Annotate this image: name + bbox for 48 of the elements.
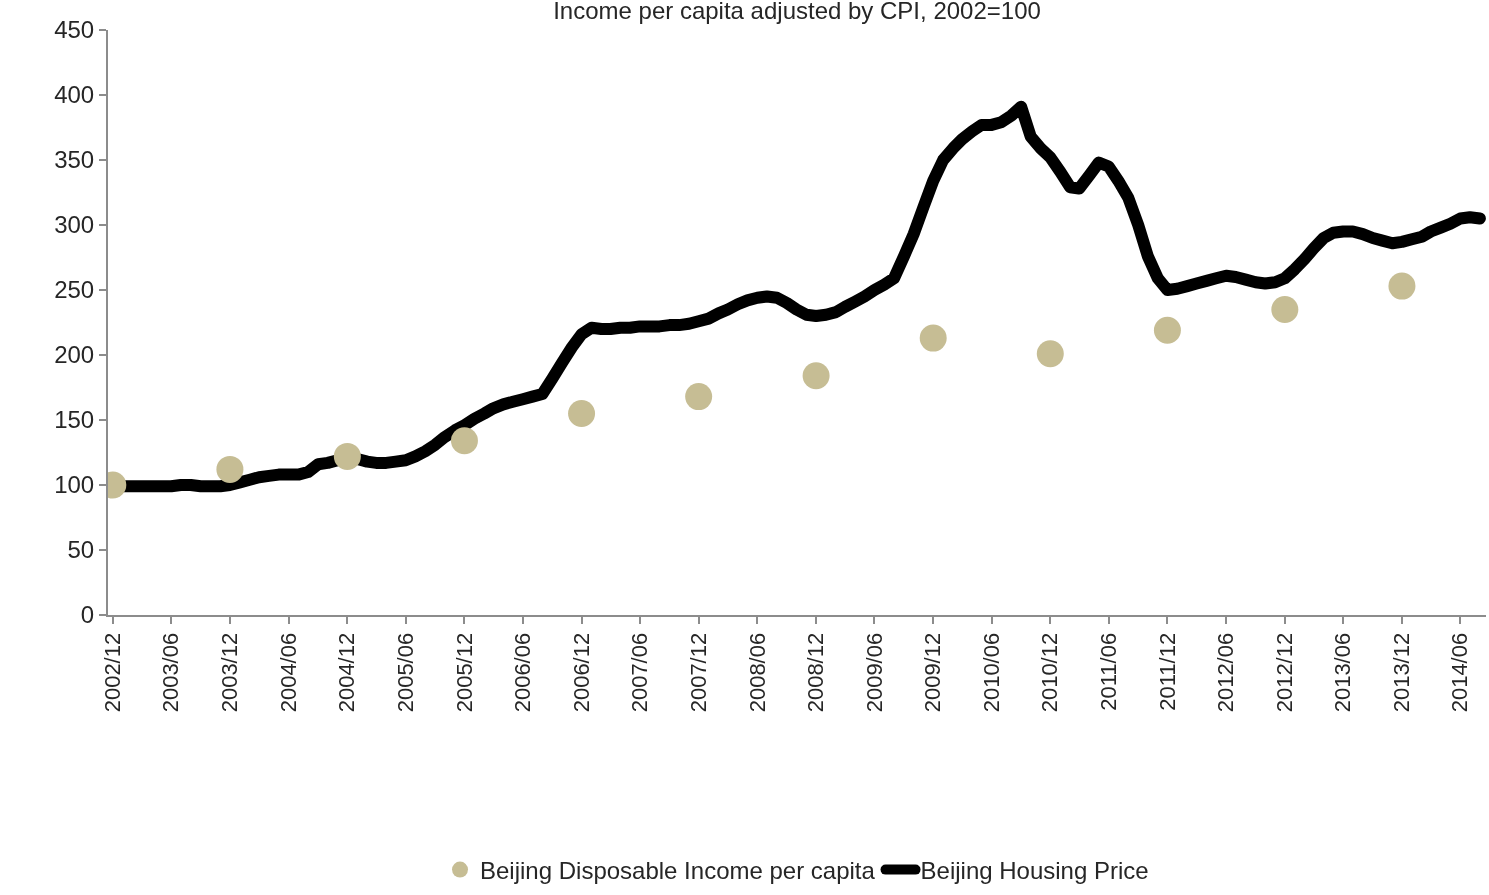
point (1271, 296, 1299, 323)
point (802, 362, 830, 390)
y-tick-label: 100 (54, 471, 95, 499)
x-tick-label: 2007/12 (685, 632, 711, 713)
point (685, 383, 713, 411)
y-tick-label: 350 (54, 146, 95, 174)
x-tick-label: 2013/06 (1330, 632, 1356, 713)
y-tick-label: 400 (54, 81, 95, 109)
point (919, 324, 947, 352)
y-tick-label: 50 (67, 536, 95, 564)
x-tick-label: 2012/06 (1213, 632, 1239, 713)
x-tick-label: 2004/12 (334, 632, 360, 713)
x-tick-label: 2007/06 (627, 632, 653, 713)
x-tick-label: 2012/12 (1271, 632, 1297, 713)
point (568, 400, 596, 427)
y-tick-label: 150 (54, 406, 95, 434)
x-tick-label: 2006/06 (509, 632, 535, 713)
x-tick-label: 2003/12 (217, 632, 243, 713)
x-tick-label: 2005/12 (451, 632, 477, 713)
point (450, 427, 478, 455)
x-tick-label: 2003/06 (158, 632, 184, 713)
x-tick-label: 2002/12 (99, 632, 125, 713)
chart-title: Income per capita adjusted by CPI, 2002=100 (553, 0, 1041, 24)
x-tick-label: 2011/12 (1154, 632, 1180, 711)
x-tick-label: 2009/12 (920, 632, 946, 713)
x-tick-label: 2008/12 (803, 632, 829, 713)
point (216, 455, 244, 483)
x-tick-label: 2014/06 (1447, 632, 1473, 713)
x-tick-label: 2010/12 (1037, 632, 1063, 713)
point (1036, 340, 1064, 368)
y-tick-label: 200 (54, 341, 95, 369)
x-tick-label: 2005/06 (392, 632, 418, 713)
point (1153, 316, 1181, 344)
x-tick-label: 2006/12 (568, 632, 594, 713)
y-tick-label: 0 (80, 601, 95, 629)
x-tick-label: 2011/06 (1095, 632, 1121, 711)
y-tick-label: 450 (54, 16, 95, 44)
y-tick-label: 300 (54, 211, 95, 239)
x-tick-label: 2010/06 (978, 632, 1004, 713)
x-tick-label: 2008/06 (744, 632, 770, 713)
y-tick-label: 250 (54, 276, 95, 304)
legend-label: Beijing Disposable Income per capita (480, 856, 876, 884)
x-tick-label: 2004/06 (275, 632, 301, 713)
legend-label: Beijing Housing Price (920, 856, 1149, 884)
x-tick-label: 2013/12 (1389, 632, 1415, 713)
x-tick-label: 2009/06 (861, 632, 887, 713)
point (333, 442, 361, 470)
point (1388, 272, 1416, 300)
